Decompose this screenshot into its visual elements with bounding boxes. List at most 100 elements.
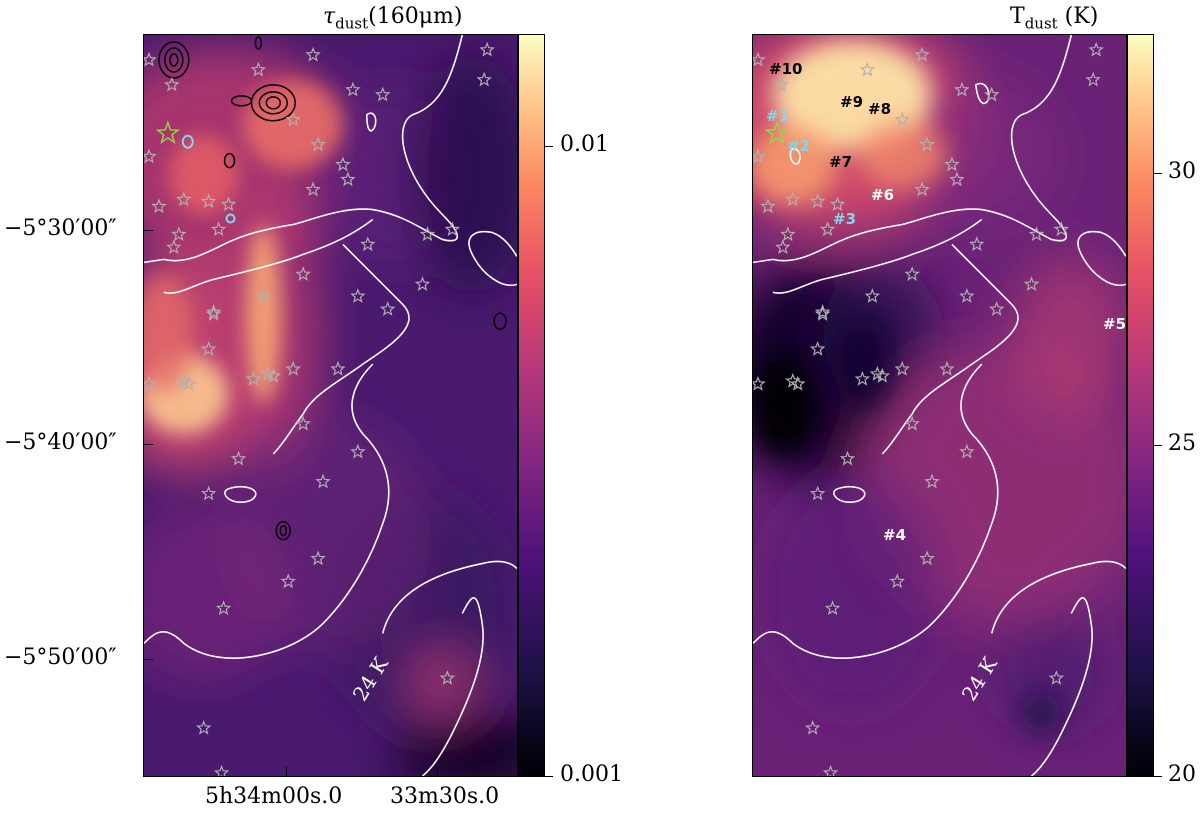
star-marker — [280, 573, 296, 589]
star-marker — [1048, 670, 1065, 685]
star-marker — [814, 306, 831, 321]
star-markers — [753, 41, 1104, 776]
star-marker — [785, 191, 801, 207]
x-tick — [286, 767, 287, 777]
star-marker — [245, 370, 262, 386]
t-dust-map: #10 #9 #8 #1 #2 #7 #6 #3 #5 #4 24 K — [752, 34, 1127, 777]
star-marker — [954, 81, 970, 97]
star-marker — [305, 46, 321, 62]
x-tick — [437, 767, 438, 777]
highlight-star — [764, 120, 790, 144]
t-dust-colorbar — [1127, 34, 1154, 777]
y-tick — [143, 230, 153, 231]
star-marker — [195, 719, 212, 735]
cbar-label-20: 20 — [1168, 762, 1196, 787]
star-marker — [285, 360, 301, 376]
star-marker — [295, 266, 311, 281]
star-marker — [753, 148, 766, 164]
star-marker — [1023, 276, 1040, 291]
star-marker — [939, 360, 955, 376]
star-marker — [215, 600, 232, 616]
star-marker — [379, 301, 396, 316]
cbar-label-0.01: 0.01 — [560, 132, 609, 157]
star-marker — [809, 340, 826, 356]
star-marker — [914, 46, 930, 62]
y-tick-label: −5°30′00″ — [4, 216, 117, 241]
star-marker — [854, 370, 871, 386]
star-marker — [144, 148, 157, 164]
star-marker — [809, 193, 826, 209]
star-marker — [1088, 41, 1104, 57]
star-marker — [310, 550, 326, 566]
cbar-tick — [1154, 776, 1162, 777]
source-label-5: #5 — [1103, 315, 1127, 333]
star-marker — [864, 288, 881, 303]
star-marker — [1085, 71, 1101, 87]
star-marker — [919, 136, 935, 152]
star-marker — [869, 365, 886, 381]
right-panel-title: Tdust (K) — [1010, 4, 1099, 33]
star-marker — [200, 340, 217, 356]
source-label-2: #2 — [787, 137, 811, 155]
star-marker — [345, 81, 361, 97]
source-label-10: #10 — [769, 60, 803, 78]
star-marker — [959, 288, 975, 303]
star-marker — [859, 61, 876, 77]
star-marker — [984, 86, 1000, 102]
star-marker — [350, 443, 366, 459]
y-tick — [143, 444, 153, 445]
cbar-tick — [1154, 173, 1162, 174]
source-label-4: #4 — [883, 526, 907, 544]
star-marker — [144, 51, 157, 67]
star-marker — [151, 198, 167, 214]
star-marker — [375, 86, 391, 102]
star-marker — [874, 367, 891, 383]
star-marker — [360, 236, 376, 252]
star-marker — [419, 226, 436, 242]
source-label-7: #7 — [829, 153, 853, 171]
star-marker — [894, 360, 910, 376]
star-marker — [444, 221, 461, 237]
star-marker — [829, 196, 846, 212]
star-marker — [350, 288, 366, 303]
star-marker — [760, 198, 776, 214]
star-marker — [824, 600, 841, 616]
star-marker — [260, 365, 277, 381]
star-marker — [164, 76, 180, 92]
source-label-6: #6 — [871, 186, 895, 204]
star-marker — [753, 51, 766, 67]
star-marker — [285, 111, 301, 127]
star-marker — [144, 375, 157, 391]
y-tick-label: −5°50′00″ — [4, 645, 117, 670]
star-marker — [889, 573, 905, 589]
star-marker — [181, 375, 197, 391]
cbar-label-0.001: 0.001 — [560, 762, 623, 787]
star-marker — [773, 76, 789, 92]
star-marker — [330, 360, 346, 376]
star-marker — [944, 156, 960, 172]
source-label-1: #1 — [766, 107, 790, 125]
star-marker — [171, 226, 187, 242]
star-marker — [305, 181, 321, 197]
star-marker — [894, 111, 910, 127]
star-marker — [176, 191, 192, 207]
cbar-tick — [545, 776, 553, 777]
star-marker — [310, 136, 326, 152]
star-marker — [414, 276, 431, 291]
star-marker — [200, 193, 217, 209]
star-marker — [439, 670, 456, 685]
star-marker — [804, 719, 821, 735]
star-marker — [230, 450, 247, 466]
star-marker — [265, 367, 282, 383]
star-marker — [340, 171, 356, 187]
star-marker — [949, 171, 965, 187]
star-marker — [988, 301, 1005, 316]
star-marker — [255, 288, 272, 303]
cbar-label-30: 30 — [1168, 159, 1196, 184]
star-marker — [1053, 221, 1070, 237]
left-panel-title: τdust(160μm) — [323, 4, 463, 33]
star-marker — [210, 221, 227, 237]
star-marker — [205, 304, 222, 319]
star-marker — [959, 443, 975, 459]
star-marker — [250, 61, 267, 77]
